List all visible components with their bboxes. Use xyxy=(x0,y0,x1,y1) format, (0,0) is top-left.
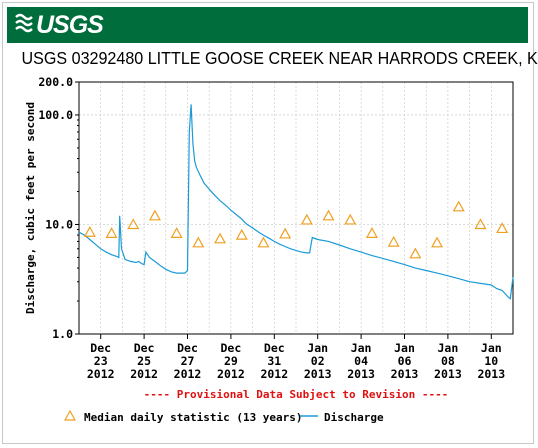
legend-label-discharge: Discharge xyxy=(324,411,384,424)
median-point xyxy=(214,232,227,244)
median-point xyxy=(452,200,465,212)
x-tick-label: Dec xyxy=(177,341,198,355)
median-point xyxy=(83,225,96,237)
y-tick-label: 10.0 xyxy=(45,217,73,231)
usgs-banner xyxy=(7,7,528,43)
median-point xyxy=(148,209,161,221)
x-tick-label: 23 xyxy=(94,354,108,368)
provisional-note: ---- Provisional Data Subject to Revisio… xyxy=(144,388,449,401)
x-tick-label: 2012 xyxy=(87,367,115,381)
x-tick-label: Jan xyxy=(438,341,459,355)
legend: Median daily statistic (13 years) Dischar… xyxy=(63,409,384,424)
x-tick-label: Jan xyxy=(394,341,415,355)
x-tick-label: 2012 xyxy=(174,367,202,381)
x-tick-label: Dec xyxy=(221,341,242,355)
series xyxy=(78,104,514,300)
median-point xyxy=(127,218,140,230)
usgs-logo-text: USGS xyxy=(36,10,104,39)
x-tick-label: 29 xyxy=(224,354,238,368)
usgs-logo: USGS xyxy=(14,7,104,43)
chart-title: USGS 03292480 LITTLE GOOSE CREEK NEAR HA… xyxy=(21,48,538,68)
y-axis-label: Discharge, cubic feet per second xyxy=(24,102,37,314)
x-tick-label: 04 xyxy=(354,354,368,368)
x-tick-label: 2012 xyxy=(130,367,158,381)
median-point xyxy=(365,227,378,238)
x-tick-label: 02 xyxy=(311,354,325,368)
median-point xyxy=(279,227,292,239)
x-tick-label: 10 xyxy=(484,354,498,368)
discharge-line xyxy=(78,104,514,300)
x-tick-label: 2013 xyxy=(347,367,375,381)
x-tick-label: 2013 xyxy=(391,367,419,381)
median-point xyxy=(192,236,205,248)
x-tick-label: Dec xyxy=(134,341,155,355)
x-tick-label: Jan xyxy=(481,341,502,355)
median-point xyxy=(257,236,270,248)
y-tick-label: 1.0 xyxy=(52,327,73,341)
x-tick-label: 27 xyxy=(181,354,195,368)
median-point xyxy=(387,235,400,247)
x-tick-label: 06 xyxy=(398,354,412,368)
x-tick-label: 25 xyxy=(137,354,151,368)
median-point xyxy=(409,247,422,259)
y-tick-label: 200.0 xyxy=(38,75,73,89)
x-tick-label: 08 xyxy=(441,354,455,368)
x-tick-label: 2012 xyxy=(217,367,245,381)
legend-label-median: Median daily statistic (13 years) xyxy=(84,411,303,424)
median-point xyxy=(431,236,444,248)
usgs-wave-icon xyxy=(15,13,33,33)
x-tick-label: 2013 xyxy=(477,367,505,381)
median-point xyxy=(496,222,509,234)
median-point xyxy=(322,209,335,221)
median-point xyxy=(300,213,313,225)
figure-frame xyxy=(2,2,534,444)
x-tick-label: 2013 xyxy=(304,367,332,381)
x-tick-label: Dec xyxy=(264,341,285,355)
median-point xyxy=(474,218,487,230)
x-tick-label: 31 xyxy=(267,354,281,368)
x-tick-label: Jan xyxy=(351,341,372,355)
x-axis: Dec232012Dec252012Dec272012Dec292012Dec3… xyxy=(87,334,505,381)
y-axis: 1.0 10.0 100.0 200.0 xyxy=(38,75,79,341)
x-tick-label: 2013 xyxy=(434,367,462,381)
x-tick-label: Dec xyxy=(90,341,111,355)
median-point xyxy=(235,228,248,240)
plot-area xyxy=(78,81,514,335)
median-point xyxy=(170,227,183,238)
y-tick-label: 100.0 xyxy=(38,108,73,122)
legend-triangle-icon xyxy=(63,409,77,421)
grid xyxy=(78,81,514,335)
median-point xyxy=(344,213,357,225)
x-tick-label: Jan xyxy=(307,341,328,355)
median-point xyxy=(105,227,118,238)
x-tick-label: 2012 xyxy=(260,367,288,381)
